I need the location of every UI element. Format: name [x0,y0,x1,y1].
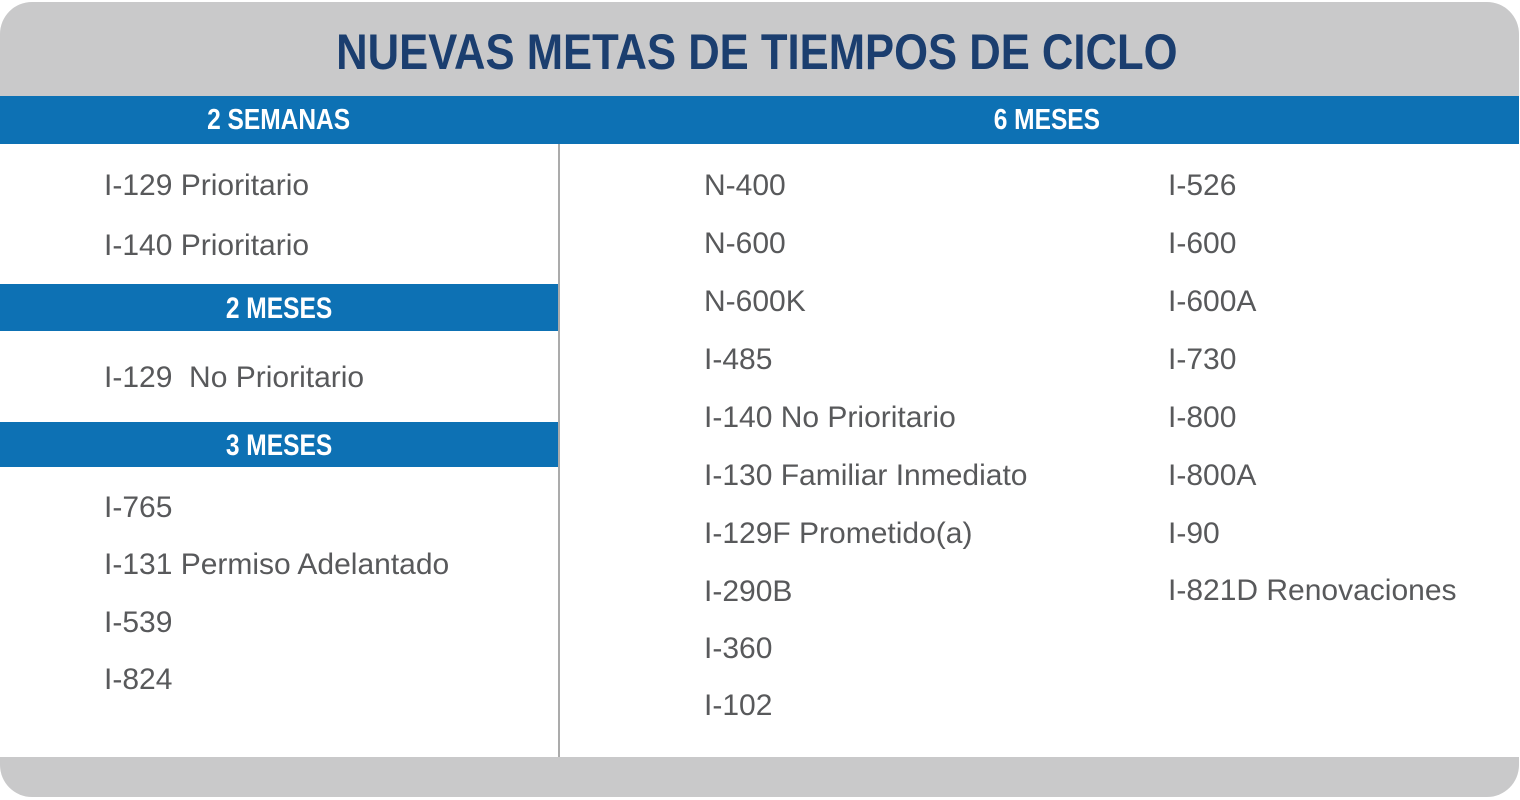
list-item: I-485 [704,343,773,376]
list-item: I-290B [704,575,793,608]
sub-header-label: 3 MESES [225,429,333,462]
list-item: I-129 No Prioritario [104,361,365,394]
column-header-label: 6 MESES [993,103,1100,136]
column-header-band: 2 SEMANAS 6 MESES [0,96,1519,144]
sub-header-2-meses: 2 MESES [0,284,558,331]
bottom-band [0,757,1519,797]
list-item: I-765 [104,491,173,524]
list-item: N-600 [704,227,786,260]
list-item: I-821D Renovaciones [1168,574,1457,607]
list-item: I-600A [1168,285,1257,318]
list-item: N-400 [704,169,786,202]
list-item: I-140 Prioritario [104,229,310,262]
list-item: I-800 [1168,401,1237,434]
list-item: I-600 [1168,227,1237,260]
list-item: I-130 Familiar Inmediato [704,459,1028,492]
list-item: I-539 [104,606,173,639]
list-item: I-131 Permiso Adelantado [104,548,450,581]
page-title: NUEVAS METAS DE TIEMPOS DE CICLO [336,23,1178,80]
sub-header-3-meses: 3 MESES [0,422,558,467]
list-item: I-360 [704,632,773,665]
list-item: I-824 [104,663,173,696]
column-divider [558,144,560,757]
list-item: I-730 [1168,343,1237,376]
column-header-6-meses: 6 MESES [558,96,1519,144]
list-item: I-800A [1168,459,1257,492]
list-item: I-129F Prometido(a) [704,517,973,550]
list-item: N-600K [704,285,806,318]
column-header-2-semanas: 2 SEMANAS [0,96,558,144]
title-band: NUEVAS METAS DE TIEMPOS DE CICLO [0,2,1519,96]
column-header-label: 2 SEMANAS [207,103,351,136]
list-item: I-526 [1168,169,1237,202]
list-item: I-90 [1168,517,1220,550]
list-item: I-102 [704,689,773,722]
sub-header-label: 2 MESES [225,292,333,325]
list-item: I-140 No Prioritario [704,401,956,434]
list-item: I-129 Prioritario [104,169,310,202]
